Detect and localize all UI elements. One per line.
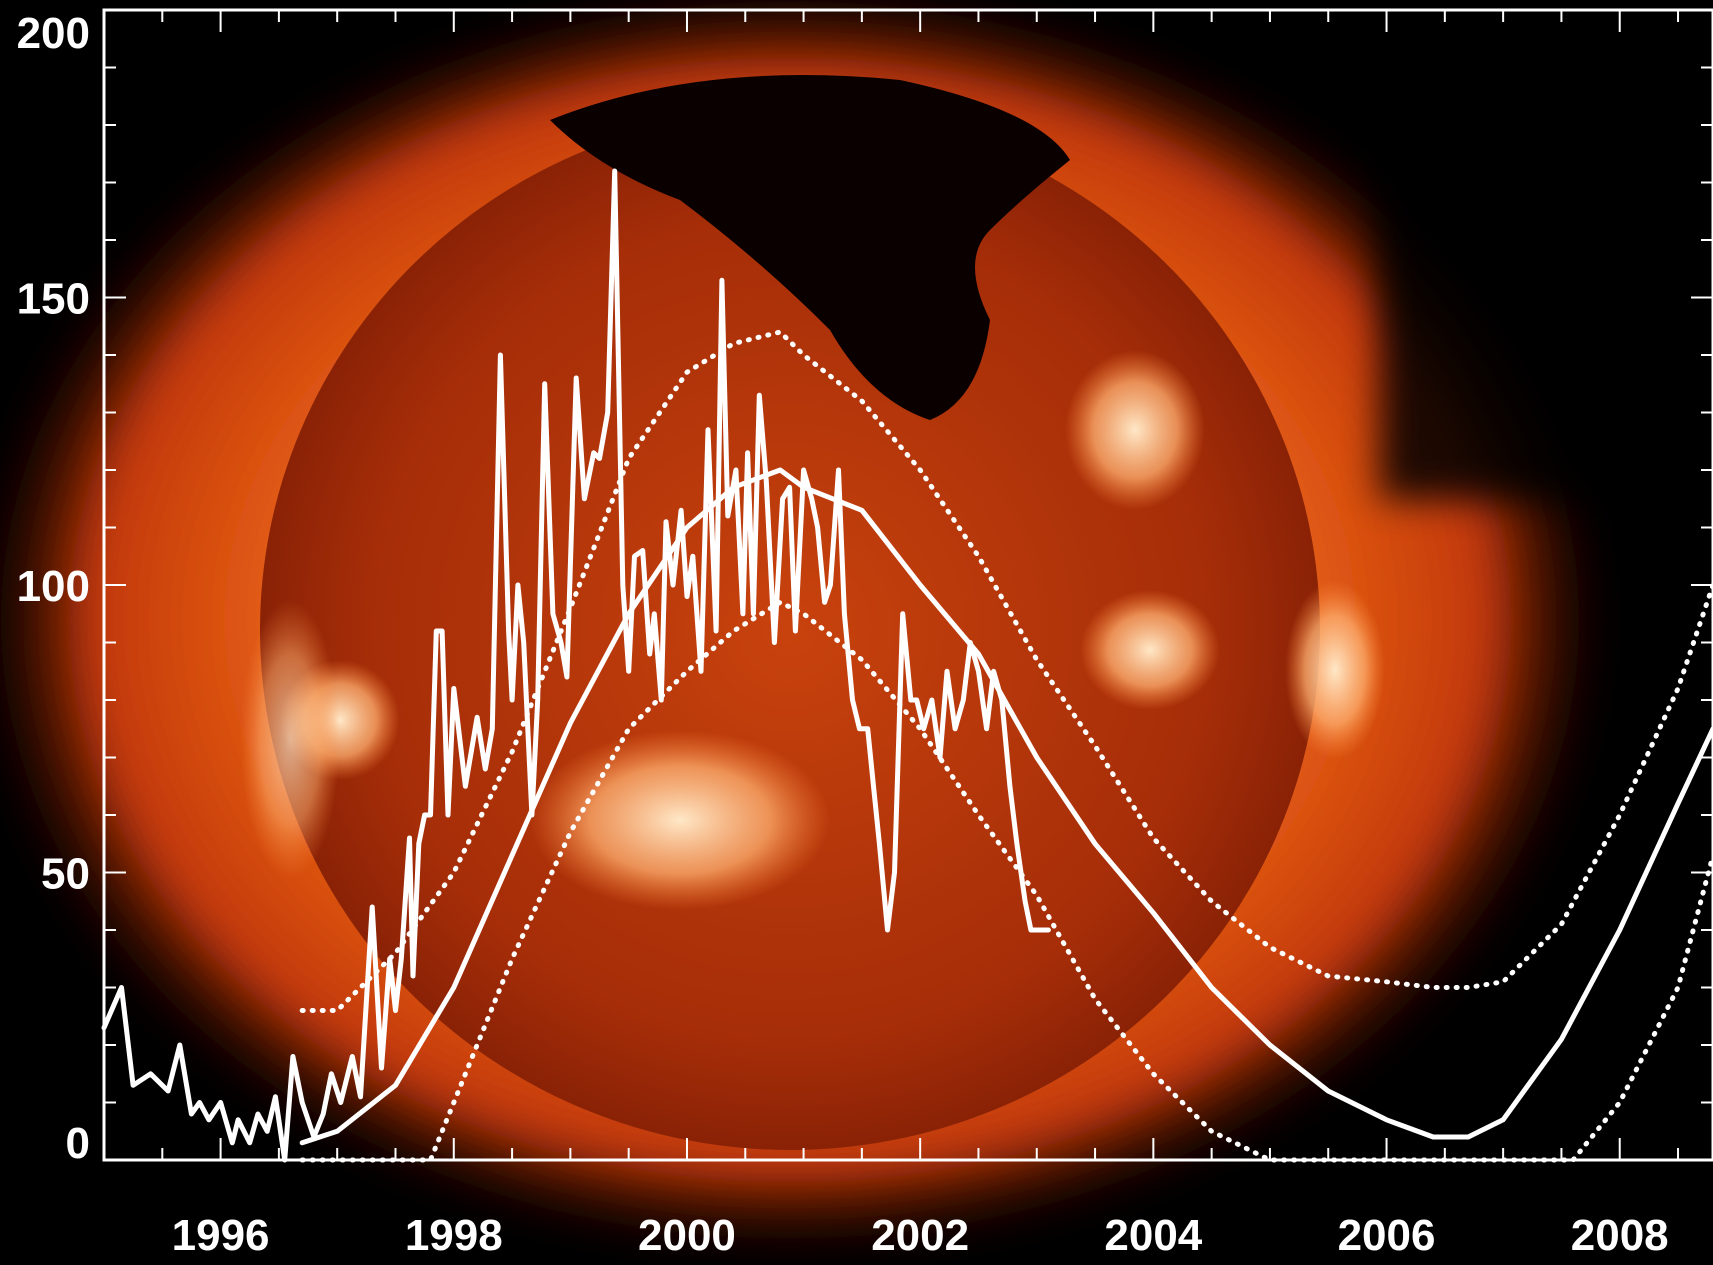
sun-disk [260, 110, 1320, 1150]
active-region [1065, 350, 1205, 510]
series-line-1 [101, 168, 1051, 1163]
active-region [1285, 580, 1385, 760]
y-tick-label: 50 [41, 850, 90, 899]
active-region [240, 600, 340, 880]
x-axis-tick-labels: 1996 1998 2000 2002 2004 2006 2008 [172, 1211, 1669, 1260]
y-axis-tick-labels: 0 50 100 150 200 [17, 9, 90, 1168]
y-tick-label: 0 [66, 1119, 90, 1168]
active-region [530, 730, 830, 910]
x-tick-label: 1998 [405, 1211, 503, 1260]
x-tick-label: 2000 [638, 1211, 736, 1260]
y-tick-label: 200 [17, 9, 90, 58]
x-tick-label: 2002 [871, 1211, 969, 1260]
y-tick-label: 100 [17, 562, 90, 611]
x-tick-label: 2006 [1338, 1211, 1436, 1260]
coronal-hole [550, 75, 1070, 420]
x-tick-label: 2008 [1571, 1211, 1669, 1260]
active-region [1080, 590, 1220, 710]
x-tick-label: 1996 [172, 1211, 270, 1260]
series-line-3 [299, 329, 1713, 1013]
dark-corner [1380, 0, 1713, 500]
axis-ticks [103, 9, 1713, 1161]
y-tick-label: 150 [17, 275, 90, 324]
series-layer [101, 168, 1713, 1163]
x-tick-label: 2004 [1104, 1211, 1202, 1260]
series-line-4 [299, 599, 1713, 1163]
series-line-2 [299, 467, 1713, 1146]
